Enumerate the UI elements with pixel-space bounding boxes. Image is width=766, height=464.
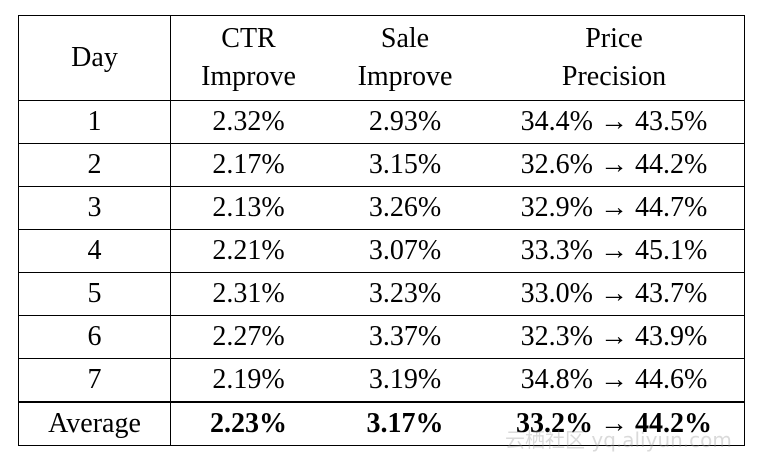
cell: 2.23% bbox=[170, 401, 326, 446]
cell: 2.13% bbox=[170, 186, 326, 230]
cell: 3 bbox=[18, 186, 171, 230]
header-text: Price bbox=[585, 23, 643, 54]
cell: 2.19% bbox=[170, 358, 326, 403]
cell: 3.17% bbox=[326, 401, 484, 446]
cell: 3.37% bbox=[326, 315, 484, 359]
header-text: Precision bbox=[561, 61, 667, 92]
cell: 33.0% → 43.7% bbox=[484, 272, 745, 316]
cell: 7 bbox=[18, 358, 171, 403]
data-row: 6 2.27% 3.37% 32.3% → 43.9% bbox=[18, 315, 745, 359]
header-text: Improve bbox=[357, 61, 453, 92]
cell: 4 bbox=[18, 229, 171, 273]
cell: 6 bbox=[18, 315, 171, 359]
header-text: Day bbox=[71, 42, 118, 73]
average-row: Average 2.23% 3.17% 33.2% → 44.2% bbox=[18, 401, 745, 446]
cell: 3.26% bbox=[326, 186, 484, 230]
data-row: 3 2.13% 3.26% 32.9% → 44.7% bbox=[18, 186, 745, 230]
cell: 32.6% → 44.2% bbox=[484, 143, 745, 187]
results-table: Day CTR Improve Sale Improve Price Precision 1 2… bbox=[18, 15, 745, 446]
data-row: 2 2.17% 3.15% 32.6% → 44.2% bbox=[18, 143, 745, 187]
cell: 2.31% bbox=[170, 272, 326, 316]
cell: 2.17% bbox=[170, 143, 326, 187]
cell: Average bbox=[18, 401, 171, 446]
cell: 5 bbox=[18, 272, 171, 316]
cell: 2 bbox=[18, 143, 171, 187]
header-row: Day CTR Improve Sale Improve Price Precision bbox=[18, 15, 745, 101]
header-text: Improve bbox=[201, 61, 296, 92]
cell: 34.4% → 43.5% bbox=[484, 100, 745, 144]
data-row: 7 2.19% 3.19% 34.8% → 44.6% bbox=[18, 358, 745, 403]
data-row: 5 2.31% 3.23% 33.0% → 43.7% bbox=[18, 272, 745, 316]
cell: 3.19% bbox=[326, 358, 484, 403]
cell: 34.8% → 44.6% bbox=[484, 358, 745, 403]
cell: 33.3% → 45.1% bbox=[484, 229, 745, 273]
data-row: 4 2.21% 3.07% 33.3% → 45.1% bbox=[18, 229, 745, 273]
header-cell: Day bbox=[18, 15, 171, 101]
cell: 32.3% → 43.9% bbox=[484, 315, 745, 359]
cell: 1 bbox=[18, 100, 171, 144]
cell: 33.2% → 44.2% bbox=[484, 401, 745, 446]
header-text: CTR bbox=[221, 23, 276, 54]
header-cell: CTR Improve bbox=[170, 15, 326, 101]
cell: 2.27% bbox=[170, 315, 326, 359]
cell: 3.23% bbox=[326, 272, 484, 316]
cell: 3.15% bbox=[326, 143, 484, 187]
watermark: 云栖社区 yq.aliyun.com bbox=[505, 428, 732, 452]
cell: 2.21% bbox=[170, 229, 326, 273]
cell: 32.9% → 44.7% bbox=[484, 186, 745, 230]
cell: 2.32% bbox=[170, 100, 326, 144]
header-cell: Price Precision bbox=[484, 15, 745, 101]
cell: 3.07% bbox=[326, 229, 484, 273]
data-row: 1 2.32% 2.93% 34.4% → 43.5% bbox=[18, 100, 745, 144]
cell: 2.93% bbox=[326, 100, 484, 144]
header-cell: Sale Improve bbox=[326, 15, 484, 101]
header-text: Sale bbox=[380, 23, 430, 54]
